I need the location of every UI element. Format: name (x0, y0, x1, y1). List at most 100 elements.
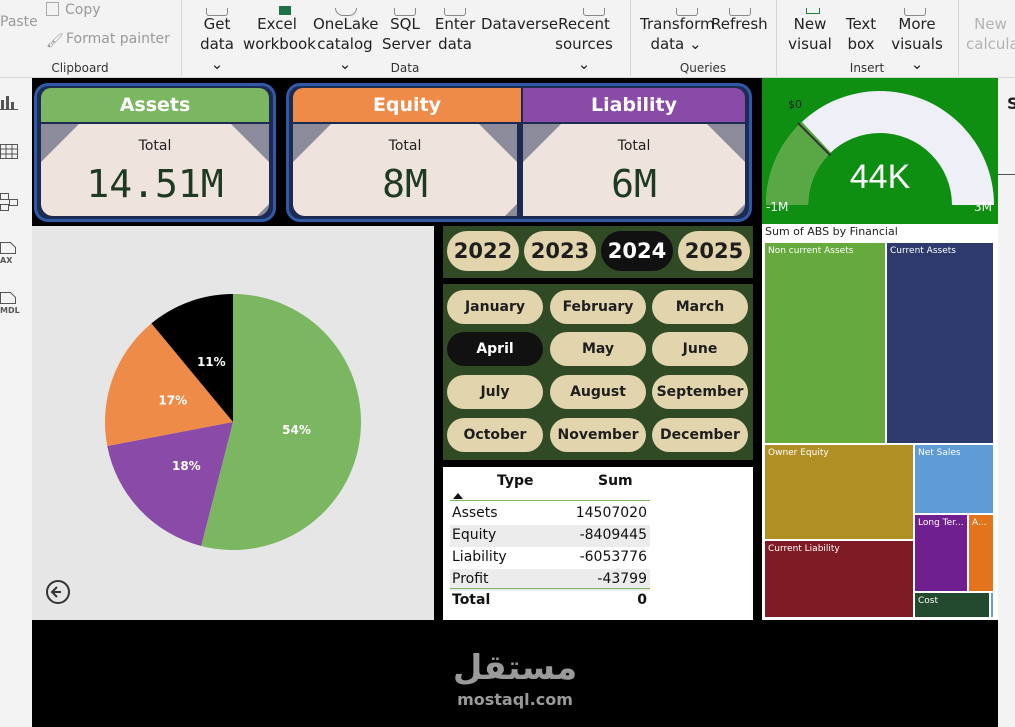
treemap-tile-current-liability[interactable]: Current Liability (764, 540, 914, 618)
treemap-tile-a[interactable]: A... (968, 514, 994, 592)
treemap-tile-long-term[interactable]: Long Ter... (914, 514, 968, 592)
gauge-visual[interactable]: 44K -1M 3M $0 (762, 78, 998, 224)
assets-kpi-card[interactable]: Assets Total 14.51M (34, 83, 276, 222)
copy-button[interactable]: Copy (46, 2, 101, 18)
equity-kpi-card[interactable]: Total 8M (293, 124, 517, 216)
treemap-tile-owner-equity[interactable]: Owner Equity (764, 444, 914, 540)
month-option-january[interactable]: January (447, 290, 543, 324)
treemap-tile-cost[interactable]: Cost (914, 592, 990, 618)
month-option-july[interactable]: July (447, 375, 543, 409)
table-header-type[interactable]: Type (497, 473, 534, 489)
treemap-tile-net-sales[interactable]: Net Sales (914, 444, 994, 514)
get-data-label-1: Get (203, 15, 231, 33)
month-option-may[interactable]: May (550, 332, 646, 366)
dax-query-icon[interactable]: AX (0, 242, 18, 265)
gauge-chart: 44K -1M 3M $0 (766, 91, 994, 214)
report-view-icon[interactable] (0, 92, 18, 112)
year-option-2025[interactable]: 2025 (678, 231, 750, 271)
pie-slice[interactable] (201, 294, 362, 550)
recent-sources-button[interactable]: Recent sources ⌄ (551, 8, 617, 74)
table-cell-sum: -43799 (597, 571, 647, 587)
month-option-november[interactable]: November (550, 418, 646, 452)
get-data-button[interactable]: Get data ⌄ (192, 8, 242, 74)
card-corner-decoration (231, 124, 269, 162)
card-corner-decoration (523, 124, 561, 162)
pie-slice[interactable] (107, 422, 233, 546)
pane-letter: S (1007, 94, 1015, 113)
month-option-june[interactable]: June (652, 332, 748, 366)
tmdl-view-icon[interactable]: MDL (0, 292, 20, 315)
new-calculation-button[interactable]: New calcula (966, 14, 1015, 54)
month-option-april[interactable]: April (447, 332, 543, 366)
excel-workbook-button[interactable]: Excel workbook (243, 6, 316, 54)
pie-slice[interactable] (151, 294, 233, 422)
pie-slice-label: 11% (197, 355, 226, 369)
back-arrow-icon[interactable] (46, 580, 70, 604)
table-view-icon[interactable] (0, 142, 18, 162)
refresh-label: Refresh (711, 15, 768, 33)
gauge-fill (766, 121, 831, 205)
table-row[interactable]: Equity -8409445 (450, 525, 650, 547)
assets-kpi-body: Total 14.51M (41, 124, 269, 216)
table-row[interactable]: Assets 14507020 (450, 503, 650, 525)
table-row[interactable]: Profit -43799 (450, 569, 650, 591)
more-visuals-button[interactable]: More visuals ⌄ (884, 8, 950, 74)
summary-table[interactable]: Type Sum Assets 14507020 Equity -8409445 Lia… (443, 467, 753, 620)
watermark-latin: mostaql.com (457, 690, 573, 709)
month-option-march[interactable]: March (652, 290, 748, 324)
pie-slice[interactable] (105, 323, 233, 446)
gauge-target-marker (797, 122, 832, 157)
new-visual-icon (806, 8, 820, 14)
format-painter-button[interactable]: 🖌 Format painter (46, 31, 170, 49)
ribbon-separator (776, 0, 777, 76)
month-option-october[interactable]: October (447, 418, 543, 452)
new-visual-button[interactable]: New visual (786, 8, 834, 54)
table-row[interactable]: Liability -6053776 (450, 547, 650, 569)
paste-button[interactable]: Paste (0, 14, 38, 30)
refresh-button[interactable]: Refresh (711, 8, 768, 34)
pane-divider (998, 174, 1015, 175)
sql-server-button[interactable]: SQL Server (382, 8, 431, 54)
pie-chart-panel[interactable]: 54% 18% 17% 11% (32, 226, 434, 620)
table-cell-sum: -6053776 (579, 549, 647, 565)
group-clipboard-label: Clipboard (51, 61, 109, 75)
year-option-2024[interactable]: 2024 (601, 231, 673, 271)
transform-data-button[interactable]: Transform data ⌄ (640, 8, 715, 54)
ribbon-separator (630, 0, 631, 76)
treemap-title: Sum of ABS by Financial (765, 225, 898, 238)
excel-label-1: Excel (257, 15, 297, 33)
treemap-tile-small[interactable] (990, 592, 994, 618)
treemap-tile-non-current-assets[interactable]: Non current Assets (764, 242, 886, 444)
tmdl-label: MDL (0, 306, 20, 315)
more-visuals-label-2: visuals ⌄ (891, 35, 943, 73)
enter-data-button[interactable]: Enter data (434, 8, 476, 54)
text-box-button[interactable]: Text box (840, 14, 882, 54)
month-option-september[interactable]: September (652, 375, 748, 409)
table-header-sum[interactable]: Sum (598, 473, 633, 489)
get-data-label-2: data ⌄ (200, 35, 234, 73)
year-option-2022[interactable]: 2022 (447, 231, 519, 271)
year-option-2023[interactable]: 2023 (524, 231, 596, 271)
assets-kpi-title: Assets (41, 88, 269, 122)
excel-icon (279, 6, 291, 15)
month-option-february[interactable]: February (550, 290, 646, 324)
watermark-arabic: مستقل (452, 648, 578, 688)
onelake-catalog-button[interactable]: OneLake catalog ⌄ (313, 8, 378, 74)
recent-icon (583, 8, 605, 16)
model-view-icon[interactable] (0, 192, 18, 212)
month-option-december[interactable]: December (652, 418, 748, 452)
month-option-august[interactable]: August (550, 375, 646, 409)
refresh-icon (729, 8, 751, 16)
new-calc-label-1: New (974, 15, 1007, 33)
more-visuals-label-1: More (898, 15, 936, 33)
sort-ascending-icon[interactable] (453, 493, 463, 499)
sql-icon (394, 8, 416, 16)
footer-band: مستقل mostaql.com (32, 622, 998, 727)
card-corner-decoration (733, 204, 745, 216)
treemap-tile-current-assets[interactable]: Current Assets (886, 242, 994, 444)
total-divider (450, 588, 650, 589)
treemap-visual[interactable]: Sum of ABS by Financial Non current Asse… (762, 224, 998, 620)
table-cell-sum: -8409445 (579, 527, 647, 543)
dataverse-button[interactable]: Dataverse (481, 14, 558, 34)
liability-kpi-card[interactable]: Total 6M (523, 124, 745, 216)
